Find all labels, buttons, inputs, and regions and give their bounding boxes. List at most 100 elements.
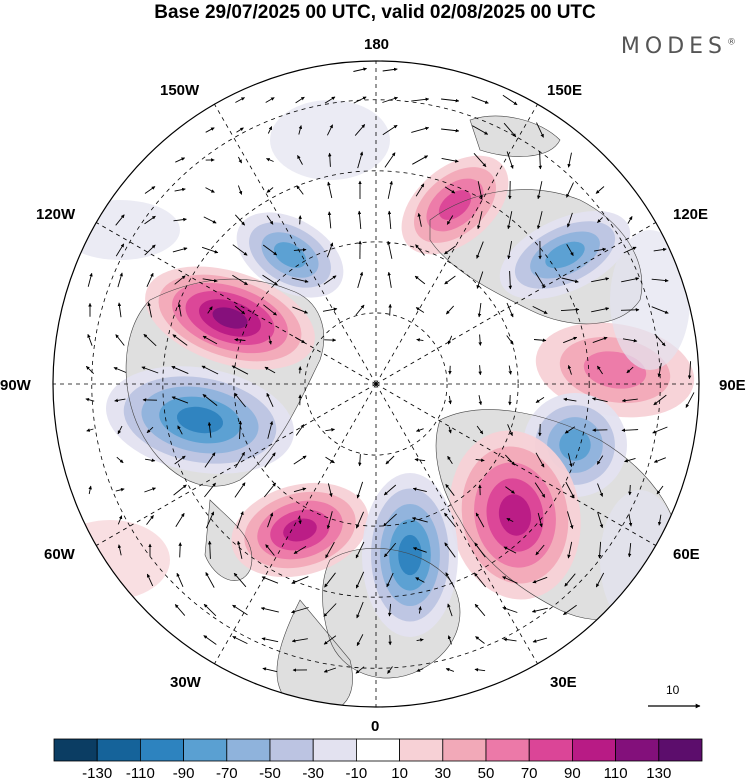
wind-vector bbox=[474, 542, 486, 558]
anomaly-contour bbox=[559, 429, 591, 461]
colorbar-swatch bbox=[485, 738, 530, 762]
wind-vector bbox=[504, 454, 516, 466]
meridian-line bbox=[214, 383, 377, 664]
wind-vector bbox=[115, 243, 125, 257]
wind-vector bbox=[171, 365, 189, 375]
wind-vector bbox=[414, 275, 426, 285]
wind-vector bbox=[628, 484, 632, 496]
wind-vector bbox=[621, 398, 638, 403]
wind-vector bbox=[441, 98, 460, 103]
wind-vector bbox=[174, 275, 186, 285]
wind-vector bbox=[445, 572, 455, 588]
wind-vector bbox=[416, 428, 424, 432]
wind-vector bbox=[507, 211, 513, 230]
wind-vector bbox=[146, 573, 154, 587]
wind-vector bbox=[445, 484, 455, 496]
wind-vector bbox=[323, 275, 337, 285]
coastline bbox=[276, 599, 353, 707]
wind-vector bbox=[237, 540, 243, 559]
wind-vector bbox=[234, 305, 246, 315]
wind-vector bbox=[233, 572, 247, 588]
wind-vector bbox=[566, 244, 574, 257]
wind-vector bbox=[411, 126, 430, 133]
wind-vector bbox=[144, 186, 156, 194]
wind-vector bbox=[117, 425, 123, 435]
wind-vector bbox=[238, 156, 242, 164]
wind-vector bbox=[416, 668, 424, 672]
wind-vector bbox=[444, 275, 456, 285]
wind-vector bbox=[532, 305, 548, 315]
colorbar-tick-label: 50 bbox=[477, 765, 495, 782]
colorbar-swatch bbox=[355, 738, 400, 762]
wind-vector bbox=[295, 96, 305, 104]
wind-vector bbox=[293, 455, 307, 465]
wind-vector bbox=[207, 540, 212, 559]
wind-vector bbox=[297, 155, 303, 165]
wind-vector bbox=[594, 247, 607, 252]
colorbar-tick-label: -50 bbox=[259, 765, 281, 782]
wind-vector bbox=[411, 97, 430, 102]
wind-vector bbox=[358, 454, 362, 467]
wind-vector bbox=[507, 241, 513, 260]
wind-vector bbox=[444, 542, 456, 558]
wind-vector bbox=[566, 182, 574, 198]
wind-vector bbox=[386, 572, 394, 588]
wind-vector bbox=[416, 638, 424, 642]
wind-vector bbox=[323, 635, 337, 645]
wind-vector bbox=[355, 511, 365, 529]
latitude-circle bbox=[162, 170, 590, 598]
wind-vector bbox=[478, 334, 482, 346]
wind-vector bbox=[502, 94, 518, 106]
wind-vector bbox=[415, 183, 425, 197]
lon-label-90e: 90E bbox=[719, 377, 746, 394]
wind-vector bbox=[412, 487, 427, 493]
wind-vector bbox=[267, 512, 274, 528]
wind-vector bbox=[535, 544, 545, 556]
wind-vector bbox=[355, 571, 365, 589]
anomaly-contour bbox=[283, 518, 317, 542]
wind-vector bbox=[356, 601, 364, 619]
coastline bbox=[125, 278, 324, 487]
wind-vector bbox=[506, 151, 514, 169]
wind-vector bbox=[411, 517, 428, 523]
colorbar-swatch bbox=[312, 738, 357, 762]
colorbar-tick-label: -130 bbox=[82, 765, 113, 782]
wind-vector bbox=[597, 365, 603, 375]
wind-vector bbox=[202, 278, 218, 283]
lon-label-0: 0 bbox=[371, 718, 380, 735]
wind-vector bbox=[417, 212, 422, 227]
wind-vector bbox=[596, 455, 604, 465]
colorbar-swatch bbox=[572, 738, 617, 762]
wind-vector bbox=[141, 366, 159, 374]
wind-vector bbox=[476, 425, 484, 435]
anomaly-band bbox=[270, 100, 390, 180]
brand-name: MODES bbox=[620, 34, 727, 59]
wind-vector bbox=[205, 572, 215, 588]
wind-vector bbox=[173, 217, 187, 222]
wind-vector bbox=[117, 272, 123, 288]
wind-vector bbox=[566, 511, 574, 529]
wind-vector bbox=[353, 96, 367, 104]
colorbar-swatch bbox=[528, 738, 573, 762]
wind-vector bbox=[293, 546, 307, 554]
wind-vector bbox=[115, 334, 125, 346]
wind-vector bbox=[448, 426, 452, 434]
wind-vector bbox=[231, 365, 249, 375]
wind-vector bbox=[146, 272, 154, 287]
wind-vector bbox=[85, 365, 95, 375]
wind-vector bbox=[597, 512, 604, 529]
wind-vector bbox=[621, 428, 639, 433]
wind-vector bbox=[356, 481, 364, 499]
wind-vector bbox=[295, 424, 305, 436]
wind-vector bbox=[265, 544, 275, 556]
colorbar-tick-label: -90 bbox=[172, 765, 195, 782]
wind-vector bbox=[174, 455, 186, 465]
wind-vector bbox=[264, 366, 276, 374]
wind-vector bbox=[296, 185, 304, 195]
wind-vector bbox=[205, 127, 215, 133]
wind-vector bbox=[567, 453, 573, 468]
wind-vector bbox=[626, 366, 634, 374]
wind-vector bbox=[473, 152, 487, 168]
wind-vector bbox=[382, 124, 398, 136]
